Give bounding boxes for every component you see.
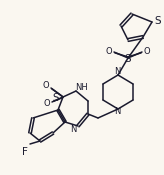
Text: S: S (125, 54, 131, 64)
Text: N: N (114, 68, 120, 76)
Text: F: F (22, 147, 28, 157)
Text: S: S (155, 16, 161, 26)
Text: O: O (144, 47, 150, 55)
Text: NH: NH (75, 82, 87, 92)
Text: O: O (106, 47, 112, 55)
Text: N: N (114, 107, 120, 117)
Text: O: O (43, 82, 49, 90)
Text: S: S (53, 93, 59, 103)
Text: O: O (44, 100, 50, 108)
Text: N: N (70, 124, 76, 134)
